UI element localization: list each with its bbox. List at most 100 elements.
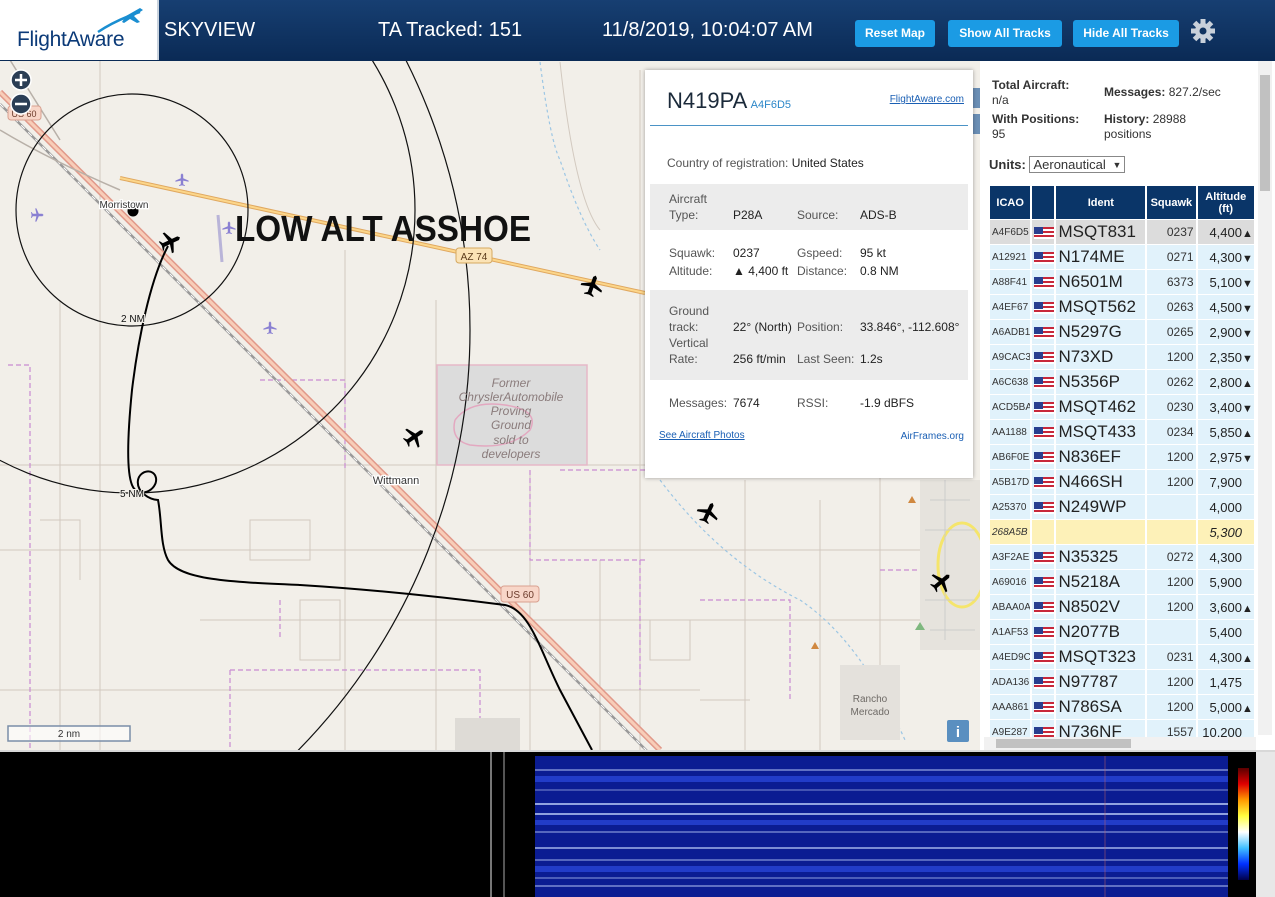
flag-stripe — [1034, 276, 1055, 279]
settings-gear[interactable] — [1190, 18, 1216, 44]
flag-stripe — [1034, 436, 1055, 439]
v-scrollbar[interactable] — [1258, 61, 1272, 735]
trend: ▲ — [1242, 652, 1253, 665]
aircraft-row[interactable]: ADA136 N97787 1200 1,475 — [990, 670, 1254, 694]
tab — [973, 88, 980, 108]
altitude-cell: 4,300 — [1197, 545, 1254, 569]
aircraft-row[interactable]: A4ED9C MSQT323 0231 4,300▲ — [990, 645, 1254, 669]
flag-canton — [1034, 576, 1044, 584]
value: 33.846°, -112.608° — [860, 320, 960, 334]
altitude: 4,300 — [1209, 549, 1242, 565]
flag-canton — [1034, 551, 1044, 559]
aircraft-row[interactable]: A6ADB1 N5297G 0265 2,900▼ — [990, 320, 1254, 344]
splitter[interactable] — [490, 752, 492, 897]
scroll-thumb[interactable] — [996, 739, 1131, 748]
aircraft-row[interactable]: A88F41 N6501M 6373 5,100▼ — [990, 270, 1254, 294]
column-header[interactable]: Squawk — [1147, 186, 1196, 219]
flag-stripe — [1034, 280, 1055, 283]
flag-cell — [1032, 245, 1055, 269]
column-header[interactable]: ICAO — [990, 186, 1031, 219]
label: Last Seen: — [797, 352, 855, 366]
flag-stripe — [1034, 584, 1055, 587]
flag-stripe — [1034, 728, 1055, 731]
flag-stripe — [1034, 253, 1055, 256]
flag-stripe — [1034, 403, 1055, 406]
aircraft-row[interactable]: AA1188 MSQT433 0234 5,850▲ — [990, 420, 1254, 444]
altitude: 4,400 — [1209, 224, 1242, 240]
hide-tracks-button[interactable]: Hide All Tracks — [1073, 20, 1179, 47]
range-rings — [0, 61, 471, 750]
flag-stripe — [1034, 661, 1055, 664]
aircraft-row[interactable]: A9E287 N736NF 1557 10,200 — [990, 720, 1254, 737]
flightaware-link[interactable]: FlightAware.com — [889, 94, 964, 105]
aircraft-row[interactable]: A6C638 N5356P 0262 2,800▲ — [990, 370, 1254, 394]
info-icon[interactable]: i — [956, 724, 960, 741]
squawk-cell: 0263 — [1147, 295, 1196, 319]
icao-cell: A5B17D — [990, 470, 1031, 494]
aircraft-row[interactable]: A5B17D N466SH 1200 7,900 — [990, 470, 1254, 494]
stat-label: Messages: — [1104, 85, 1166, 99]
altitude-cell: 4,400▲ — [1197, 220, 1254, 244]
column-header[interactable]: Ident — [1056, 186, 1146, 219]
poi-line: Proving — [491, 404, 532, 418]
aircraft-row[interactable]: AB6F0E N836EF 1200 2,975▼ — [990, 445, 1254, 469]
h-scrollbar[interactable] — [984, 737, 1256, 750]
info-button[interactable]: i — [947, 720, 969, 742]
rect — [500, 585, 540, 603]
flag-cell — [1032, 220, 1055, 244]
flag-stripe — [1034, 451, 1055, 454]
aircraft-row[interactable]: ACD5BA MSQT462 0230 3,400▼ — [990, 395, 1254, 419]
aircraft-row[interactable]: A1AF53 N2077B 5,400 — [990, 620, 1254, 644]
aircraft-row[interactable]: 268A5B 5,300 — [990, 520, 1254, 544]
reset-map-button[interactable]: Reset Map — [855, 20, 935, 47]
ident-cell: N6501M — [1056, 270, 1146, 294]
flag-cell — [1032, 470, 1055, 494]
flag-stripe — [1034, 651, 1055, 654]
aircraft-row[interactable]: ABAA0A N8502V 1200 3,600▲ — [990, 595, 1254, 619]
value: -1.9 dBFS — [860, 396, 915, 410]
logo[interactable]: FlightAware — [0, 0, 159, 60]
zoom-out[interactable] — [10, 93, 32, 115]
flag — [1034, 401, 1055, 414]
icao-cell: AB6F0E — [990, 445, 1031, 469]
aircraft-row[interactable]: A25370 N249WP 4,000 — [990, 495, 1254, 519]
aircraft-row[interactable]: A12921 N174ME 0271 4,300▼ — [990, 245, 1254, 269]
aircraft-row[interactable]: AAA861 N786SA 1200 5,000▲ — [990, 695, 1254, 719]
value: 7674 — [733, 396, 760, 410]
airframes-link[interactable]: AirFrames.org — [900, 431, 964, 442]
flag-stripe — [1034, 501, 1055, 504]
ident-cell: N8502V — [1056, 595, 1146, 619]
scroll-thumb[interactable] — [1260, 75, 1270, 191]
trend: ▲ — [1242, 702, 1253, 715]
stat-value: n/a — [992, 93, 1009, 107]
altitude: 3,400 — [1209, 399, 1242, 415]
aircraft-row[interactable]: A4EF67 MSQT562 0263 4,500▼ — [990, 295, 1254, 319]
altitude-cell: 5,400 — [1197, 620, 1254, 644]
column-header[interactable]: Altitude (ft) — [1197, 186, 1254, 219]
flag-stripe — [1034, 361, 1055, 364]
flag — [1034, 351, 1055, 364]
flag-cell — [1032, 520, 1055, 544]
flag-stripe — [1034, 401, 1055, 404]
photos-link[interactable]: See Aircraft Photos — [659, 430, 745, 441]
zoom-in[interactable] — [10, 69, 32, 91]
aircraft-row[interactable]: A69016 N5218A 1200 5,900 — [990, 570, 1254, 594]
flag — [1034, 376, 1055, 389]
poi-line: Former — [492, 376, 532, 390]
flag-stripe — [1034, 605, 1055, 608]
altitude-cell: 4,300▲ — [1197, 645, 1254, 669]
squawk-cell: 0237 — [1147, 220, 1196, 244]
squawk-cell — [1147, 495, 1196, 519]
aircraft-row[interactable]: A4F6D5 MSQT831 0237 4,400▲ — [990, 220, 1254, 244]
show-tracks-button[interactable]: Show All Tracks — [948, 20, 1062, 47]
aircraft-row[interactable]: A3F2AE N35325 0272 4,300 — [990, 545, 1254, 569]
use — [31, 208, 44, 222]
icao-cell: A4F6D5 — [990, 220, 1031, 244]
units-select[interactable]: Aeronautical ▼ — [1029, 156, 1126, 173]
aircraft-row[interactable]: A9CAC3 N73XD 1200 2,350▼ — [990, 345, 1254, 369]
flag-stripe — [1034, 601, 1055, 604]
tab — [973, 114, 980, 134]
stat-value: 827.2/sec — [1168, 85, 1221, 99]
ident-cell: MSQT462 — [1056, 395, 1146, 419]
